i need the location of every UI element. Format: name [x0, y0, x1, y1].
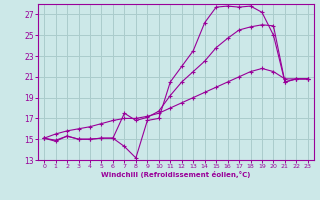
- X-axis label: Windchill (Refroidissement éolien,°C): Windchill (Refroidissement éolien,°C): [101, 171, 251, 178]
